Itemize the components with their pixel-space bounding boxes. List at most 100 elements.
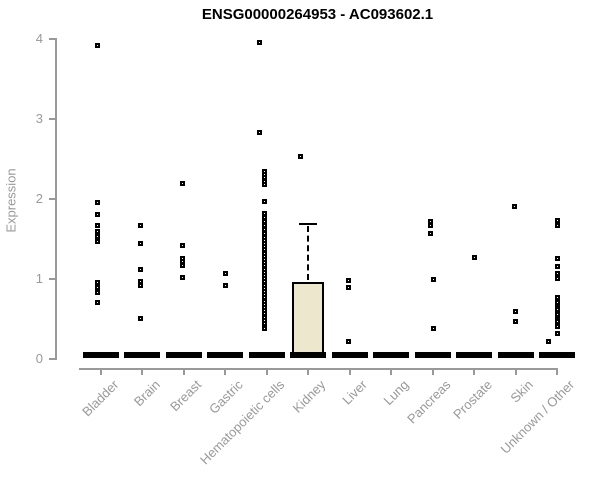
data-point [95, 212, 101, 218]
data-point [513, 319, 518, 325]
median-bar [82, 351, 119, 358]
data-point [257, 129, 263, 135]
y-tick-label: 4 [35, 30, 43, 46]
x-axis-line [79, 368, 558, 370]
x-tick [307, 369, 310, 375]
data-point [180, 181, 186, 186]
data-point [555, 264, 561, 270]
x-tick [141, 369, 144, 375]
x-category-label: Pancreas [403, 377, 454, 427]
data-point [95, 233, 101, 239]
data-point [180, 274, 186, 280]
data-point [262, 181, 268, 187]
data-point [137, 282, 143, 288]
data-point [555, 324, 561, 330]
data-point [262, 199, 268, 205]
x-tick [390, 369, 393, 375]
data-point [180, 243, 186, 249]
x-tick [348, 369, 351, 375]
data-point [346, 339, 352, 345]
data-point [137, 222, 143, 228]
data-point [137, 316, 143, 322]
x-category-label: Breast [167, 377, 205, 415]
chart-title: ENSG00000264953 - AC093602.1 [201, 6, 434, 23]
data-point [555, 223, 561, 229]
data-point [222, 282, 228, 288]
data-point [95, 289, 101, 295]
data-point [346, 277, 352, 283]
data-point [431, 325, 437, 331]
data-point [222, 270, 228, 276]
data-point [95, 42, 101, 48]
median-bar [124, 351, 161, 358]
x-tick [182, 369, 185, 375]
x-category-label: Gastric [206, 377, 246, 417]
data-point [471, 254, 477, 260]
data-point [95, 285, 101, 290]
median-bar [331, 351, 368, 358]
data-point [137, 267, 143, 273]
median-bar [414, 351, 451, 358]
box [292, 281, 325, 354]
median-bar [538, 351, 575, 358]
data-point [95, 239, 101, 245]
x-category-label: Skin [507, 377, 537, 406]
median-bar [456, 351, 493, 358]
y-tick [49, 117, 55, 120]
x-category-label: Lung [380, 377, 412, 409]
data-point [428, 230, 434, 236]
data-point [262, 325, 268, 331]
data-point [555, 330, 561, 336]
data-point [555, 270, 561, 276]
data-point [346, 285, 352, 290]
median-bar [248, 351, 285, 358]
data-point [513, 309, 518, 314]
whisker-cap [299, 223, 318, 226]
data-point [512, 204, 517, 210]
x-category-label: Brain [130, 377, 163, 410]
x-category-label: Prostate [449, 377, 495, 422]
x-tick [265, 369, 268, 375]
data-point [428, 223, 434, 229]
data-point [95, 229, 101, 234]
median-bar [207, 351, 244, 358]
data-point [95, 200, 101, 206]
data-point [137, 241, 143, 246]
median-bar [373, 351, 410, 358]
median-bar [165, 351, 202, 358]
y-tick-label: 1 [35, 270, 43, 286]
y-tick [49, 197, 55, 200]
whisker-stem [307, 226, 310, 280]
y-tick [49, 357, 55, 360]
data-point [95, 300, 101, 306]
y-axis-line [55, 37, 57, 360]
y-tick [49, 37, 55, 40]
data-point [546, 339, 552, 345]
y-tick [49, 277, 55, 280]
y-tick-label: 2 [35, 190, 43, 206]
data-point [95, 280, 101, 286]
x-category-label: Bladder [79, 377, 122, 420]
x-tick [224, 369, 227, 375]
median-bar [290, 351, 327, 358]
data-point [180, 262, 186, 268]
x-tick [99, 369, 102, 375]
data-point [262, 226, 268, 232]
x-category-label: Liver [339, 377, 371, 408]
data-point [95, 222, 101, 228]
y-tick-label: 0 [35, 350, 43, 366]
x-category-label: Kidney [290, 377, 329, 416]
x-tick [473, 369, 476, 375]
x-category-label: Unknown / Other [498, 377, 578, 457]
x-tick [431, 369, 434, 375]
y-tick-label: 3 [35, 110, 43, 126]
data-point [555, 256, 561, 262]
data-point [555, 276, 561, 282]
x-tick [555, 369, 558, 375]
x-tick [514, 369, 517, 375]
median-bar [497, 351, 534, 358]
data-point [297, 153, 303, 159]
data-point [555, 217, 561, 223]
